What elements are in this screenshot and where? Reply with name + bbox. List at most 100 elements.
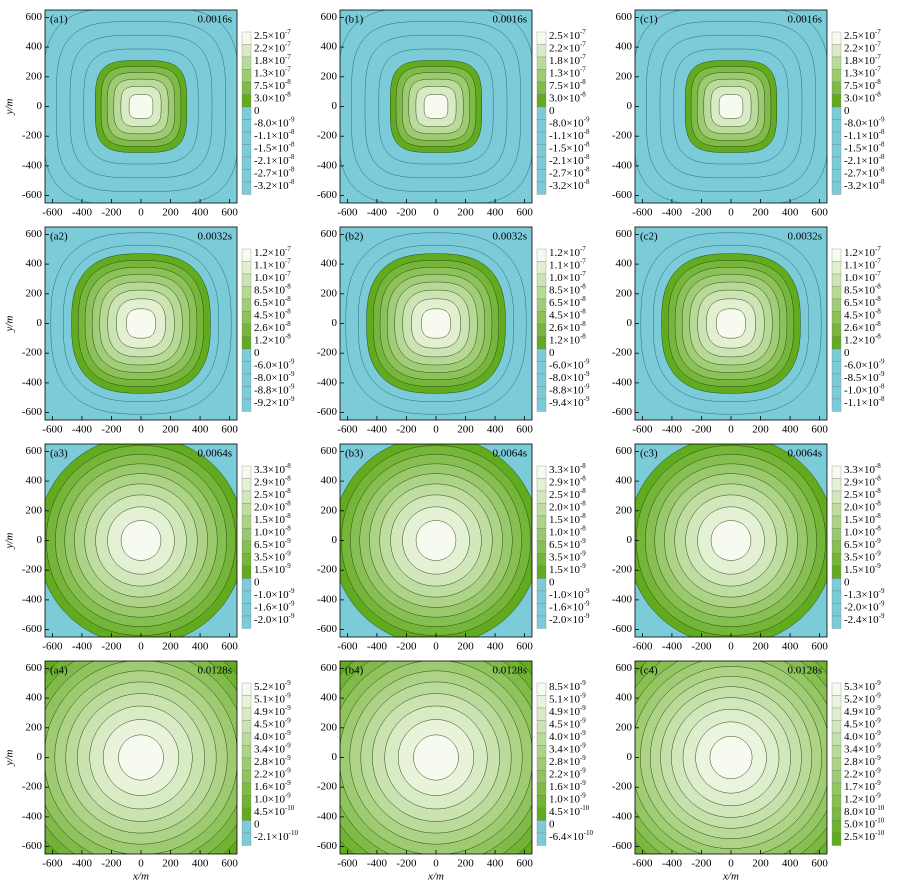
colorbar-label-part: 7.5×10 (844, 80, 875, 92)
colorbar-label-part: -2.0×10 (844, 601, 879, 613)
colorbar-label: 8.0×10-10 (844, 804, 885, 818)
x-axis-label: x/m (722, 871, 739, 883)
y-tick-label: 0 (332, 100, 338, 112)
x-tick-label: -600 (632, 424, 653, 436)
colorbar-label-part: -9 (879, 587, 885, 595)
x-tick-label: -600 (337, 858, 358, 870)
y-tick-label: -400 (22, 593, 43, 605)
colorbar-label-part: 1.6×10 (549, 781, 580, 793)
colorbar-label-part: 4.5×10 (549, 806, 580, 818)
colorbar-label-part: -1.1×10 (844, 397, 879, 409)
colorbar-label-part: -1.3×10 (844, 589, 879, 601)
colorbar-swatch (831, 757, 842, 771)
colorbar-swatch (536, 156, 547, 170)
colorbar-swatch (831, 732, 842, 746)
colorbar-label-part: -9 (289, 395, 295, 403)
colorbar-swatch (241, 398, 252, 412)
y-tick-label: -400 (22, 159, 43, 171)
y-tick-label: -200 (22, 564, 43, 576)
colorbar-label: -2.1×10-10 (254, 829, 298, 843)
colorbar-label-part: 1.1×10 (549, 259, 580, 271)
colorbar-label-part: -10 (875, 829, 885, 837)
colorbar-label-part: 4.5×10 (254, 806, 285, 818)
colorbar-label-part: -9 (875, 766, 881, 774)
colorbar-label: 1.2×10-7 (254, 245, 291, 259)
colorbar-label: 1.1×10-7 (549, 257, 586, 271)
contour-field (45, 10, 237, 203)
x-tick-label: 0 (433, 858, 439, 870)
colorbar-label-part: 2.0×10 (254, 501, 285, 513)
colorbar-label-part: 3.3×10 (549, 464, 580, 476)
colorbar-label: 2.5×10-7 (844, 28, 881, 42)
panel-label: (a2) (50, 231, 68, 243)
x-tick-label: -200 (101, 424, 122, 436)
colorbar-label: -2.7×10-8 (254, 165, 295, 179)
colorbar-label-part: -8 (875, 307, 881, 315)
colorbar-label: 1.3×10-7 (254, 65, 291, 79)
colorbar-label-part: 0 (844, 105, 850, 117)
y-tick-label: 400 (26, 692, 43, 704)
colorbar-label-part: -8 (875, 524, 881, 532)
colorbar-label-part: -8.5×10 (844, 372, 879, 384)
colorbar-label-part: 0 (549, 576, 555, 588)
colorbar-swatch (241, 745, 252, 759)
panel-label: (b1) (345, 14, 364, 26)
y-tick-label: 400 (321, 475, 338, 487)
colorbar-swatch (241, 261, 252, 275)
colorbar-label: 1.8×10-7 (844, 53, 881, 67)
colorbar-label-part: 6.5×10 (254, 539, 285, 551)
colorbar-label-part: -7 (285, 28, 291, 36)
negative-contour-line (69, 34, 213, 179)
colorbar-swatch (536, 503, 547, 517)
colorbar-label-part: -2.7×10 (254, 167, 289, 179)
colorbar-label: 1.8×10-7 (254, 53, 291, 67)
colorbar-swatch (831, 615, 842, 629)
colorbar-swatch (241, 615, 252, 629)
colorbar-swatch (536, 515, 547, 529)
colorbar-label: 3.4×10-9 (549, 741, 586, 755)
colorbar-label: -8.8×10-9 (254, 382, 295, 396)
negative-contour-line (646, 21, 816, 192)
colorbar-label-part: -9 (289, 357, 295, 365)
colorbar-label-part: -2.0×10 (549, 614, 584, 626)
colorbar-swatch (831, 323, 842, 337)
y-tick-label: 400 (321, 41, 338, 53)
colorbar-label: 3.5×10-9 (549, 549, 586, 563)
colorbar-swatch (536, 81, 547, 95)
y-tick-label: -600 (612, 406, 633, 418)
colorbar-swatch (241, 131, 252, 145)
colorbar-label-part: 2.6×10 (844, 322, 875, 334)
colorbar-label-part: -9 (289, 612, 295, 620)
y-tick-label: -600 (22, 189, 43, 201)
colorbar-label: 0 (254, 347, 260, 359)
colorbar-label-part: -9 (285, 729, 291, 737)
colorbar-swatch (536, 286, 547, 300)
x-tick-label: 400 (192, 641, 209, 653)
colorbar-swatch (831, 144, 842, 158)
colorbar-label-part: 2.5×10 (549, 489, 580, 501)
colorbar-label-part: 1.0×10 (254, 272, 285, 284)
x-tick-label: -400 (72, 641, 93, 653)
colorbar-swatch (241, 515, 252, 529)
x-tick-label: -200 (101, 207, 122, 219)
colorbar-label-part: -8 (879, 165, 885, 173)
colorbar-swatch (536, 590, 547, 604)
colorbar-label-part: 0 (844, 347, 850, 359)
colorbar-label-part: 5.1×10 (254, 693, 285, 705)
y-tick-label: 200 (26, 70, 43, 82)
colorbar-label-part: 1.5×10 (254, 514, 285, 526)
colorbar-label-part: 2.5×10 (254, 30, 285, 42)
colorbar-label: 4.0×10-9 (549, 729, 586, 743)
colorbar-label-part: -9 (879, 115, 885, 123)
colorbar-swatch (831, 386, 842, 400)
negative-contour-line (45, 10, 237, 203)
colorbar-label: 1.5×10-8 (254, 512, 291, 526)
colorbar-label: 1.0×10-8 (254, 524, 291, 538)
y-tick-label: 0 (627, 100, 633, 112)
colorbar-label-part: -7 (580, 53, 586, 61)
colorbar-label: 3.3×10-8 (844, 462, 881, 476)
colorbar-swatch (241, 757, 252, 771)
colorbar-label-part: -1.0×10 (549, 589, 584, 601)
colorbar-label-part: -7 (875, 40, 881, 48)
y-tick-label: 0 (37, 534, 43, 546)
